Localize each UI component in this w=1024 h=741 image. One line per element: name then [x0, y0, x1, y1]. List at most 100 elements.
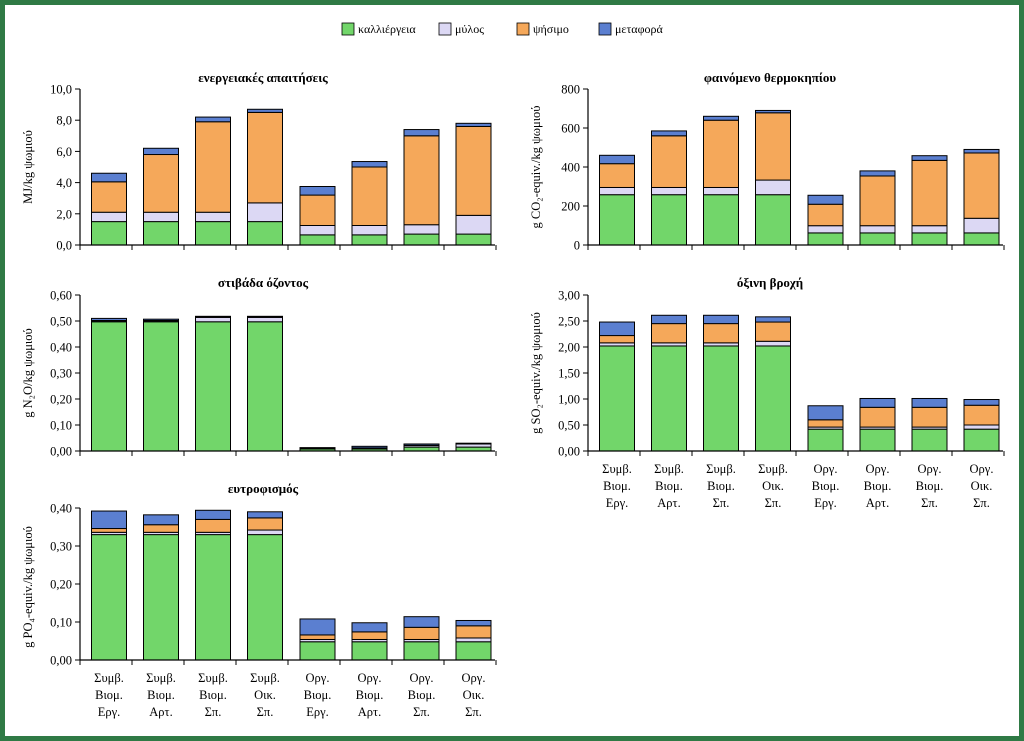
bar-segment-baking [963, 404, 1000, 426]
y-tick-label: 0,50 [50, 315, 72, 329]
y-tick-label: 0,20 [50, 578, 72, 592]
x-category-label: Βιομ. [864, 479, 892, 493]
panel-greenhouse: φαινόμενο θερμοκηπίου g CO₂-equiv./kg ψω… [529, 70, 1005, 253]
panel-acid-rain: όξινη βροχή g SO₂-equiv./kg ψωμιού 0,00 0… [529, 275, 1005, 510]
bar-segment-baking [807, 419, 844, 428]
x-category-label: Εργ. [606, 496, 629, 510]
y-tick-label: 2,0 [56, 207, 72, 221]
bar-segment-cultivation [859, 428, 896, 452]
bar-segment-mill [247, 316, 283, 323]
x-category-label: Σπ. [713, 496, 730, 510]
bar-segment-transport [91, 172, 127, 183]
bar-segment-transport [143, 318, 179, 321]
bar-segment-cultivation [195, 321, 231, 452]
bar-segment-baking [91, 181, 127, 213]
bar-segment-mill [455, 214, 492, 235]
bar-segment-baking [651, 135, 687, 188]
x-category-label: Οργ. [814, 462, 838, 476]
x-category-label: Συμβ. [758, 462, 788, 476]
bar-segment-mill [859, 225, 896, 234]
legend-swatch-transport [598, 22, 612, 36]
bar-segment-cultivation [91, 221, 127, 246]
bar-segment-mill [351, 225, 388, 236]
bar-segment-baking [195, 121, 231, 213]
bar-segment-cultivation [651, 194, 687, 246]
y-tick-label: 0,30 [50, 540, 72, 554]
x-category-label: Οικ. [463, 688, 485, 702]
y-axis-label: g CO₂-equiv./kg ψωμιού [529, 106, 543, 229]
bar-segment-baking [195, 518, 231, 533]
bar-segment-cultivation [755, 194, 791, 246]
bar-segment-mill [299, 225, 336, 236]
x-category-label: Αρτ. [657, 496, 680, 510]
bar-segment-mill [755, 340, 791, 347]
bar-segment-baking [91, 528, 127, 533]
bar-segment-transport [455, 122, 492, 127]
y-axis-label: g PO₄-equiv./kg ψωμιού [21, 526, 35, 648]
bar-segment-cultivation [807, 232, 844, 246]
bar-segment-cultivation [599, 194, 635, 246]
y-tick-label: 0,30 [50, 367, 72, 381]
x-category-label: Οργ. [358, 671, 382, 685]
bar-segment-cultivation [91, 321, 127, 452]
bar-segment-baking [963, 152, 1000, 219]
bar-segment-transport [247, 315, 283, 318]
bar-segment-cultivation [143, 534, 179, 661]
y-tick-label: 6,0 [56, 145, 72, 159]
x-category-label: Συμβ. [602, 462, 632, 476]
bar-segment-cultivation [299, 234, 336, 246]
bar-segment-cultivation [703, 345, 739, 452]
bar-segment-transport [351, 622, 388, 633]
bar-segment-cultivation [299, 641, 336, 661]
bar-segment-transport [859, 170, 896, 177]
x-category-label: Οργ. [918, 462, 942, 476]
bar-segment-mill [403, 224, 440, 235]
bar-segment-cultivation [403, 233, 440, 246]
legend-label-transport: μεταφορά [615, 22, 663, 36]
bar-segment-mill [963, 424, 1000, 430]
legend-label-cultivation: καλλιέργεια [358, 22, 416, 36]
x-category-label: Σπ. [765, 496, 782, 510]
x-category-label: Βιομ. [812, 479, 840, 493]
x-category-label: Σπ. [413, 705, 430, 719]
bar-segment-mill [195, 211, 231, 223]
y-tick-label: 10,0 [50, 83, 72, 97]
bar-segment-transport [807, 405, 844, 421]
x-category-label: Βιομ. [707, 479, 735, 493]
bar-segment-baking [599, 335, 635, 344]
x-category-label: Οργ. [306, 671, 330, 685]
bar-segment-cultivation [755, 345, 791, 452]
x-category-label: Σπ. [973, 496, 990, 510]
bar-segment-cultivation [963, 232, 1000, 246]
bar-segment-transport [247, 108, 283, 113]
panel-eutrophication: ευτροφισμός g PO₄-equiv./kg ψωμιού 0,00 0… [21, 481, 497, 719]
bar-segment-baking [403, 135, 440, 226]
bar-segment-cultivation [599, 345, 635, 452]
bar-segment-baking [859, 406, 896, 428]
x-category-label: Βιομ. [304, 688, 332, 702]
x-category-label: Οργ. [970, 462, 994, 476]
bar-segment-baking [599, 163, 635, 188]
bar-segment-baking [911, 406, 948, 428]
y-tick-label: 0 [574, 239, 580, 253]
legend-swatch-cultivation [341, 22, 355, 36]
bar-segment-transport [351, 445, 388, 449]
legend-swatch-mill [438, 22, 452, 36]
bar-segment-cultivation [351, 641, 388, 661]
x-category-label: Αρτ. [149, 705, 172, 719]
y-axis-label: g N₂O/kg ψωμιού [21, 328, 35, 417]
x-category-label: Βιομ. [408, 688, 436, 702]
bar-segment-baking [455, 125, 492, 216]
y-tick-label: 2,00 [558, 341, 580, 355]
y-tick-label: 0,0 [56, 239, 72, 253]
x-category-label: Βιομ. [603, 479, 631, 493]
bar-segment-cultivation [247, 321, 283, 452]
bar-segment-cultivation [247, 221, 283, 246]
bar-segment-mill [247, 202, 283, 223]
bar-segment-transport [299, 618, 336, 636]
bar-segment-transport [859, 397, 896, 408]
bar-segment-mill [963, 217, 1000, 234]
bar-segment-mill [247, 529, 283, 536]
bar-segment-cultivation [651, 345, 687, 452]
y-tick-label: 800 [561, 83, 580, 97]
